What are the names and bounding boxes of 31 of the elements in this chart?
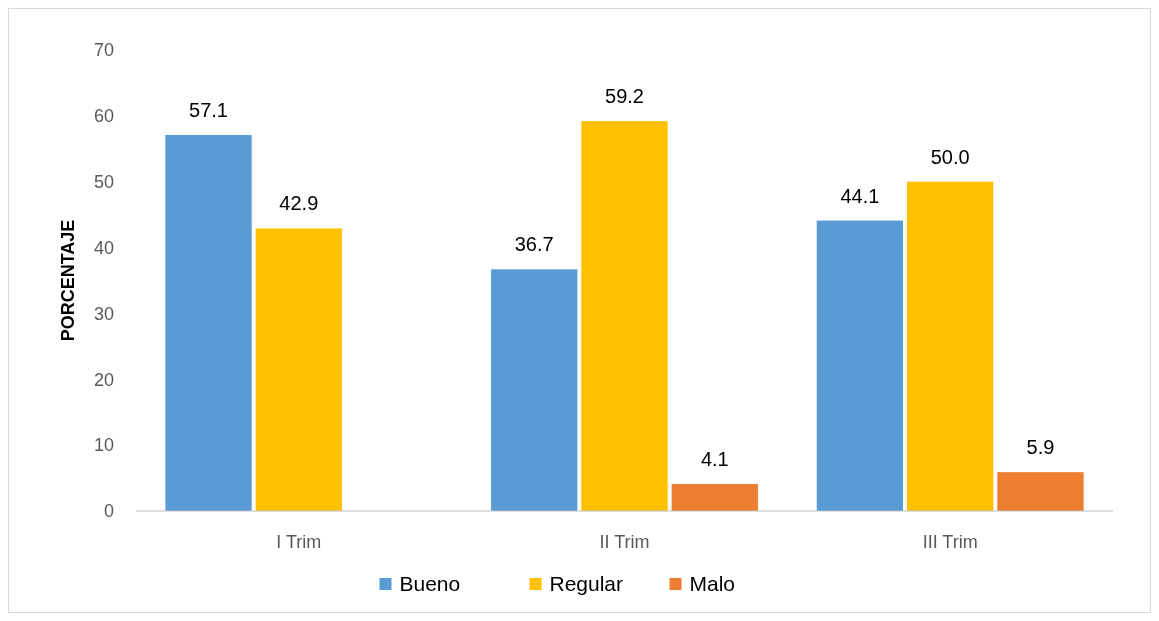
data-label: 4.1 xyxy=(700,448,729,470)
data-label: 57.1 xyxy=(189,98,228,121)
data-label: 50.0 xyxy=(930,145,970,168)
legend-label: Malo xyxy=(689,572,736,596)
bar xyxy=(255,228,342,511)
data-label: 36.7 xyxy=(514,233,554,256)
data-label: 42.9 xyxy=(279,192,319,215)
data-label: 44.1 xyxy=(840,184,880,207)
legend-label: Bueno xyxy=(399,572,461,596)
data-label: 5.9 xyxy=(1026,436,1055,459)
bar xyxy=(816,220,904,511)
bar xyxy=(581,121,668,511)
y-tick-label: 0 xyxy=(103,501,114,522)
bar xyxy=(491,269,578,511)
x-tick-label: II Trim xyxy=(599,532,650,552)
x-tick-label: III Trim xyxy=(922,532,978,552)
y-tick-label: 20 xyxy=(93,369,114,390)
bar xyxy=(907,181,994,511)
y-tick-label: 30 xyxy=(93,303,114,324)
bar xyxy=(997,472,1084,511)
y-tick-label: 50 xyxy=(93,172,114,193)
legend-label: Regular xyxy=(549,572,624,596)
bar xyxy=(165,134,252,511)
y-tick-label: 40 xyxy=(93,237,114,258)
y-tick-label: 70 xyxy=(93,40,114,61)
x-tick-label: I Trim xyxy=(276,532,322,552)
y-tick-label: 60 xyxy=(93,106,114,127)
bar xyxy=(671,484,758,511)
y-tick-label: 10 xyxy=(93,435,114,456)
y-axis-title: PORCENTAJE xyxy=(58,219,78,342)
data-label: 59.2 xyxy=(605,85,644,108)
